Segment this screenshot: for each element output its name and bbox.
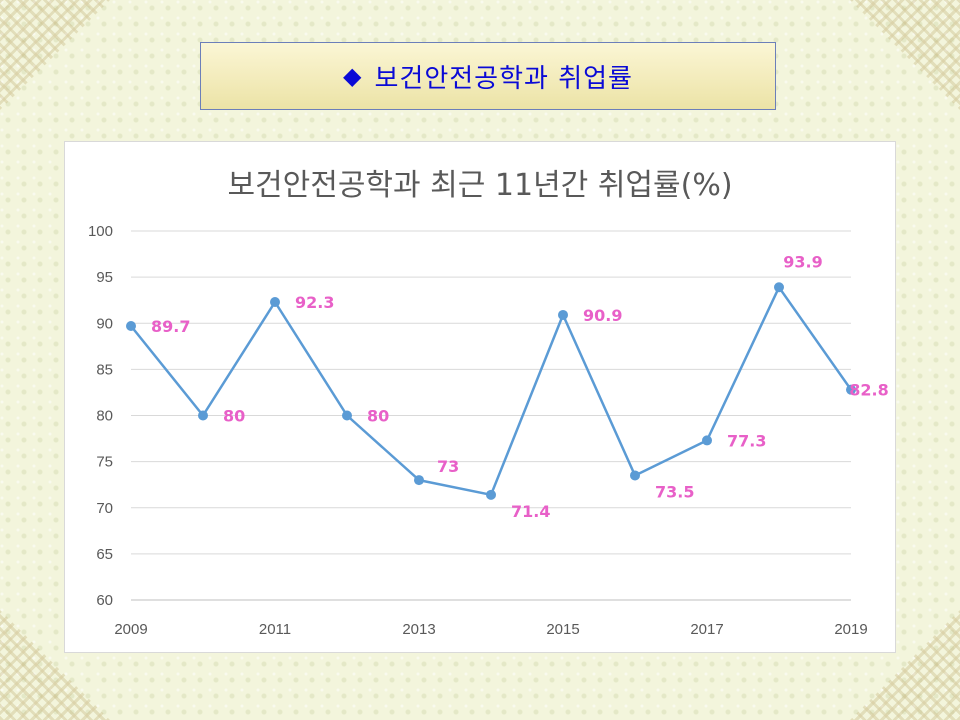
slide-title-box: ◆ 보건안전공학과 취업률 bbox=[200, 42, 776, 110]
data-point bbox=[342, 410, 352, 421]
data-point bbox=[486, 489, 496, 500]
x-tick-label: 2015 bbox=[546, 621, 579, 638]
chart-panel: 보건안전공학과 최근 11년간 취업률(%) 60 65 70 75 80 85 90 95 1… bbox=[64, 141, 896, 653]
data-label: 93.9 bbox=[783, 252, 822, 271]
data-label: 77.3 bbox=[727, 431, 766, 450]
y-tick-label: 95 bbox=[96, 269, 113, 286]
data-label: 90.9 bbox=[583, 306, 622, 325]
x-tick-label: 2011 bbox=[259, 621, 291, 638]
corner-ornament-top-right bbox=[850, 0, 960, 110]
chart-title: 보건안전공학과 최근 11년간 취업률(%) bbox=[227, 168, 733, 203]
data-point bbox=[270, 297, 280, 308]
y-tick-label: 100 bbox=[88, 223, 113, 240]
y-tick-label: 65 bbox=[96, 546, 113, 563]
data-point bbox=[846, 384, 856, 395]
data-label: 71.4 bbox=[511, 502, 550, 521]
x-tick-label: 2017 bbox=[690, 621, 723, 638]
y-tick-label: 90 bbox=[96, 315, 113, 332]
x-tick-label: 2009 bbox=[114, 621, 147, 638]
line-chart: 60 65 70 75 80 85 90 95 100 2009 2011 2013 2015 2017 2… bbox=[88, 223, 889, 638]
slide-title: 보건안전공학과 취업률 bbox=[374, 63, 633, 94]
y-tick-label: 80 bbox=[96, 408, 113, 425]
y-tick-label: 85 bbox=[96, 361, 113, 378]
data-point bbox=[774, 282, 784, 293]
data-label: 73 bbox=[437, 457, 459, 476]
diamond-icon: ◆ bbox=[343, 62, 363, 90]
data-point bbox=[630, 470, 640, 481]
data-point bbox=[558, 309, 568, 320]
data-point bbox=[126, 321, 136, 332]
data-label: 80 bbox=[223, 407, 245, 426]
corner-ornament-top-left bbox=[0, 0, 110, 110]
data-label: 73.5 bbox=[655, 482, 694, 501]
data-point bbox=[414, 475, 424, 486]
data-label: 92.3 bbox=[295, 293, 334, 312]
series-line bbox=[130, 286, 853, 497]
data-point bbox=[702, 435, 712, 446]
data-label: 82.8 bbox=[849, 381, 888, 400]
y-tick-label: 75 bbox=[96, 454, 113, 471]
x-tick-label: 2019 bbox=[834, 621, 867, 638]
y-tick-label: 60 bbox=[96, 592, 113, 609]
data-label: 89.7 bbox=[151, 317, 190, 336]
y-tick-label: 70 bbox=[96, 500, 113, 517]
data-label: 80 bbox=[367, 407, 389, 426]
x-tick-label: 2013 bbox=[402, 621, 435, 638]
data-point bbox=[198, 410, 208, 421]
